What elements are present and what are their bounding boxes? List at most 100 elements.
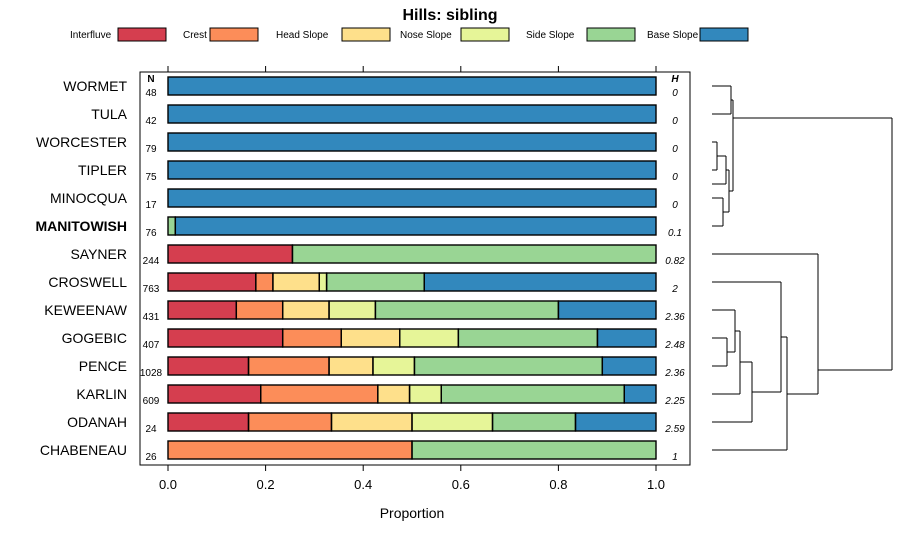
bar-segment-outline — [601, 356, 657, 376]
n-value: 79 — [145, 144, 157, 155]
bar-segment — [248, 413, 332, 431]
bar-row: TULA 42 0 — [91, 104, 678, 127]
h-value: 2.48 — [664, 340, 685, 351]
plot-frame — [139, 71, 691, 466]
legend-label: Side Slope — [526, 30, 575, 41]
category-label: MINOCQUA — [50, 190, 128, 206]
h-value: 0 — [672, 88, 678, 99]
dendrogram-branch — [712, 281, 782, 393]
legend-label: Nose Slope — [400, 30, 452, 41]
h-value: 2.36 — [664, 368, 685, 379]
bar-segment — [168, 217, 176, 235]
h-value: 1 — [672, 452, 678, 463]
bar-segment — [168, 245, 293, 263]
bar-row: CHABENEAU 26 1 — [40, 440, 678, 463]
bar-segment — [575, 413, 656, 431]
x-tick-label: 0.2 — [257, 477, 275, 492]
category-label: CROSWELL — [48, 274, 127, 290]
dendrogram-branch — [712, 155, 726, 227]
h-value: 0 — [672, 116, 678, 127]
bar-segment — [282, 301, 330, 319]
bar-row: MANITOWISH 76 0.1 — [35, 216, 682, 239]
bar-segment — [168, 301, 237, 319]
x-axis-label: Proportion — [380, 505, 445, 521]
category-label: CHABENEAU — [40, 442, 127, 458]
bar-row: KEWEENAW 431 2.36 — [44, 300, 685, 323]
bar-segment — [175, 217, 656, 235]
n-value: 17 — [145, 200, 157, 211]
bar-segment — [409, 385, 442, 403]
dendrogram-branch — [712, 309, 736, 353]
dendrogram-branch — [712, 330, 741, 395]
dendrogram-branch — [712, 141, 718, 171]
h-value: 2 — [671, 284, 678, 295]
n-value: 763 — [143, 284, 160, 295]
bar-segment-outline — [167, 104, 657, 124]
legend-swatch — [699, 27, 749, 42]
n-column-header: N — [147, 74, 154, 85]
bar-segment-outline — [574, 412, 657, 432]
bar-row: ODANAH 24 2.59 — [67, 412, 685, 435]
legend-swatch — [586, 27, 636, 42]
category-label: TIPLER — [78, 162, 127, 178]
legend-swatch — [209, 27, 259, 42]
bar-segment — [272, 273, 320, 291]
dendrogram-branch — [729, 99, 734, 192]
bar-segment — [414, 357, 603, 375]
bar-segment — [168, 161, 656, 179]
bar-segment-outline — [167, 160, 657, 180]
n-value: 75 — [145, 172, 157, 183]
h-value: 0 — [672, 144, 678, 155]
h-column-header: H — [671, 74, 679, 85]
bar-segment — [248, 357, 330, 375]
bar-row: CROSWELL 763 2 — [48, 272, 678, 295]
bar-segment — [375, 301, 559, 319]
bar-segment-outline — [174, 216, 657, 236]
legend-swatch — [460, 27, 510, 42]
bar-segment-outline — [623, 384, 657, 404]
category-label: KARLIN — [76, 386, 127, 402]
bar-segment-outline — [167, 76, 657, 96]
bar-segment — [329, 357, 373, 375]
bar-segment — [558, 301, 656, 319]
h-value: 0 — [672, 172, 678, 183]
n-value: 407 — [143, 340, 160, 351]
dendrogram-branch — [712, 337, 728, 367]
bar-row: MINOCQUA 17 0 — [50, 188, 678, 211]
bar-segment-outline — [291, 244, 657, 264]
bar-segment — [282, 329, 342, 347]
bar-row: WORCESTER 79 0 — [36, 132, 678, 155]
h-value: 0 — [672, 200, 678, 211]
bar-segment — [168, 273, 256, 291]
bar-segment — [319, 273, 327, 291]
bar-segment-outline — [167, 132, 657, 152]
n-value: 48 — [145, 88, 157, 99]
bar-segment — [597, 329, 656, 347]
x-tick-label: 0.8 — [549, 477, 567, 492]
legend-swatch — [117, 27, 167, 42]
category-label: TULA — [91, 106, 127, 122]
x-tick-label: 1.0 — [647, 477, 665, 492]
n-value: 244 — [143, 256, 160, 267]
bar-row: SAYNER 244 0.82 — [70, 244, 685, 267]
h-value: 2.25 — [664, 396, 685, 407]
n-value: 26 — [145, 452, 157, 463]
dendrogram-branch — [712, 156, 730, 213]
legend-label: Interfluve — [70, 30, 112, 41]
bar-segment-outline — [167, 188, 657, 208]
legend: Interfluve Crest Head Slope Nose Slope Side … — [70, 27, 749, 42]
dendrogram-branch — [733, 117, 893, 370]
bar-segment — [458, 329, 598, 347]
x-tick-label: 0.4 — [354, 477, 372, 492]
bar-segment — [412, 413, 493, 431]
category-label: MANITOWISH — [35, 218, 127, 234]
bar-segment — [492, 413, 576, 431]
x-tick-label: 0.6 — [452, 477, 470, 492]
x-axis: 0.0 0.2 0.4 0.6 0.8 1.0 — [159, 465, 665, 492]
bar-row: KARLIN 609 2.25 — [76, 384, 685, 407]
h-value: 0.82 — [665, 256, 685, 267]
bar-segment — [168, 385, 261, 403]
category-label: KEWEENAW — [44, 302, 127, 318]
